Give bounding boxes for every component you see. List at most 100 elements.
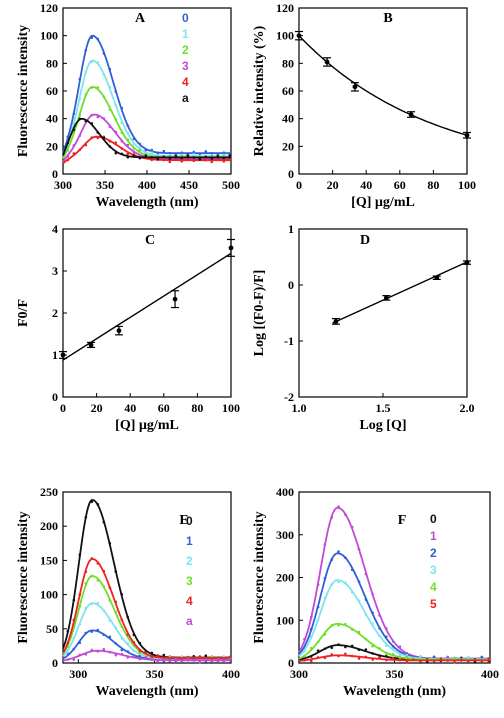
panel-letter: C	[145, 233, 155, 248]
series-point-2	[78, 623, 82, 626]
series-point-a	[72, 658, 76, 661]
x-tick-label: 1.5	[376, 401, 391, 415]
series-point-1	[96, 628, 100, 632]
series-point-4	[96, 562, 100, 565]
series-point-4	[162, 158, 166, 162]
series-point-3	[96, 579, 100, 582]
series-point-a	[186, 154, 190, 157]
data-point	[408, 112, 414, 117]
y-tick-label: 250	[40, 485, 58, 499]
series-point-3	[385, 644, 388, 648]
series-point-3	[102, 585, 106, 588]
series-point-0	[144, 148, 148, 152]
series-point-2	[337, 550, 340, 553]
series-point-0	[108, 67, 112, 71]
legend-entry-0: 0	[186, 514, 193, 528]
series-point-a	[78, 653, 82, 657]
series-line-1	[298, 506, 490, 660]
series-point-0	[162, 653, 166, 657]
series-point-a	[180, 156, 184, 160]
y-tick-label: 40	[282, 112, 294, 126]
y-tick-label: 300	[276, 528, 294, 542]
x-tick-label: 400	[481, 667, 499, 681]
y-tick-label: 0	[288, 656, 294, 670]
y-tick-label: 3	[52, 264, 58, 278]
series-point-2	[114, 118, 118, 121]
series-point-3	[138, 651, 142, 655]
series-point-2	[66, 650, 70, 654]
series-point-a	[168, 660, 172, 663]
series-point-3	[90, 113, 94, 117]
series-point-a	[150, 658, 154, 661]
y-tick-label: 100	[40, 588, 58, 602]
series-point-4	[126, 633, 130, 636]
series-point-4	[150, 655, 154, 658]
series-point-1	[120, 121, 124, 125]
series-point-2	[480, 655, 484, 659]
panel-letter: A	[135, 11, 146, 26]
series-point-3	[419, 655, 422, 658]
panel-letter: B	[383, 11, 392, 26]
series-point-2	[180, 154, 184, 157]
legend-entry-4: 4	[182, 75, 189, 89]
series-point-3	[90, 574, 94, 578]
data-point	[296, 33, 302, 39]
series-point-0	[90, 500, 94, 504]
series-point-4	[66, 158, 70, 162]
x-tick-label: 40	[360, 178, 372, 192]
series-point-a	[198, 660, 202, 664]
series-point-1	[72, 647, 76, 651]
series-point-2	[114, 626, 118, 630]
y-tick-label: 120	[276, 1, 294, 15]
series-point-3	[303, 649, 306, 653]
series-point-3	[72, 144, 76, 147]
series-point-1	[446, 655, 450, 659]
series-point-4	[78, 593, 82, 597]
series-point-0	[323, 647, 327, 651]
series-point-2	[84, 606, 88, 610]
series-point-5	[460, 658, 463, 662]
series-point-a	[168, 157, 172, 160]
series-point-0	[350, 644, 354, 648]
series-point-5	[419, 660, 422, 663]
series-point-0	[126, 124, 130, 127]
series-point-4	[316, 640, 320, 644]
series-point-5	[323, 656, 327, 660]
series-point-1	[114, 104, 118, 107]
legend-entry-2: 2	[186, 554, 193, 568]
y-tick-label: 60	[282, 84, 294, 98]
series-point-5	[316, 656, 320, 659]
y-tick-label: 100	[40, 29, 58, 43]
series-point-4	[78, 148, 82, 152]
y-tick-label: 0	[52, 167, 58, 181]
legend-entry-0: 0	[430, 512, 437, 526]
series-point-1	[357, 548, 361, 551]
series-point-4	[156, 654, 160, 657]
x-tick-label: 60	[158, 401, 170, 415]
plot-frame	[298, 228, 468, 398]
plot-frame	[298, 491, 491, 664]
series-point-1	[192, 152, 196, 156]
series-point-3	[210, 655, 214, 658]
y-tick-label: -2	[284, 390, 294, 404]
series-point-0	[330, 646, 334, 650]
series-point-0	[120, 106, 124, 110]
series-point-a	[222, 156, 226, 160]
series-point-4	[126, 152, 130, 156]
series-line-4	[62, 135, 231, 165]
series-point-4	[210, 160, 214, 164]
chart-panel-b: 0 20 40 60 80 100 0 20 40 60 80 100 120 [Q] µg/mL Rela…	[252, 1, 476, 210]
series-point-5	[303, 658, 306, 662]
series-point-2	[138, 149, 142, 152]
series-point-5	[309, 659, 313, 663]
series-point-1	[138, 146, 142, 150]
series-point-a	[96, 131, 100, 134]
y-axis-label: Log [(F0-F)/F]	[252, 270, 267, 357]
y-axis-label: F0/F	[16, 299, 31, 327]
series-point-4	[90, 557, 94, 560]
series-point-0	[96, 503, 100, 506]
series-point-a	[90, 648, 94, 652]
series-point-4	[453, 656, 456, 660]
series-point-a	[192, 156, 196, 159]
